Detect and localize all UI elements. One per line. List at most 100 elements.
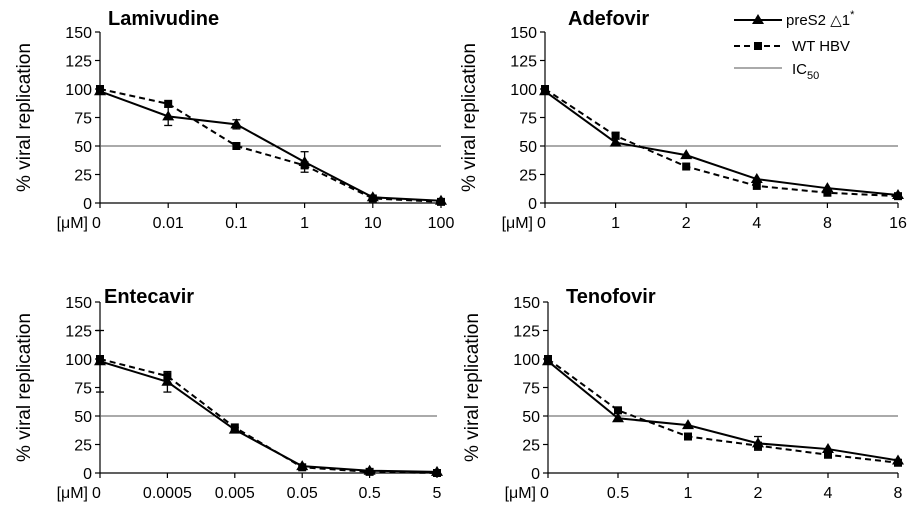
x-tick-label: 5 <box>433 485 442 502</box>
legend-square-marker <box>754 42 762 50</box>
data-point-triangle <box>750 173 763 184</box>
y-tick-label: 75 <box>519 111 537 128</box>
chart-panel-tenofovir: Tenofovir% viral replication025507510012… <box>462 286 904 502</box>
series-line-pres2 <box>99 90 442 202</box>
x-tick-label: 8 <box>894 485 903 502</box>
x-tick-label: 1 <box>300 215 309 232</box>
x-tick-label: 0.1 <box>225 215 247 232</box>
chart-panel-lamivudine: Lamivudine% viral replication02550751001… <box>14 8 454 232</box>
legend-label-pres2: preS2 △1* <box>786 9 855 29</box>
y-tick-label: 75 <box>522 381 540 398</box>
data-point-square <box>894 458 902 467</box>
y-axis-label: % viral replication <box>459 43 480 192</box>
y-tick-label: 100 <box>65 352 92 369</box>
data-point-square <box>611 131 620 140</box>
y-tick-label: 125 <box>510 54 537 71</box>
x-tick-label: 0.05 <box>287 485 318 502</box>
data-point-triangle <box>680 149 693 160</box>
x-tick-label: 0 <box>92 485 101 502</box>
data-point-square <box>368 194 377 203</box>
x-unit-label: [μM] <box>502 215 533 232</box>
x-tick-label: 8 <box>823 215 832 232</box>
data-point-square <box>300 161 309 170</box>
x-tick-label: 1 <box>684 485 693 502</box>
data-point-triangle <box>822 443 834 454</box>
data-point-square <box>96 85 104 93</box>
data-point-square <box>752 181 761 190</box>
y-tick-label: 125 <box>65 54 92 71</box>
data-point-square <box>614 406 622 415</box>
series-line-pres2 <box>99 360 438 473</box>
y-tick-label: 25 <box>519 168 537 185</box>
x-unit-label: [μM] <box>505 485 536 502</box>
y-tick-label: 50 <box>74 139 92 156</box>
x-tick-label: 0.0005 <box>143 485 192 502</box>
y-tick-label: 25 <box>74 168 92 185</box>
series-line-pres2 <box>547 360 899 462</box>
data-point-square <box>164 99 173 108</box>
series-line-wt-hbv <box>547 358 899 464</box>
data-point-square <box>232 142 241 150</box>
x-tick-label: 2 <box>682 215 691 232</box>
series-line-wt-hbv <box>99 88 442 203</box>
x-unit-label: [μM] <box>57 485 88 502</box>
x-tick-label: 0.005 <box>215 485 255 502</box>
y-tick-label: 75 <box>74 111 92 128</box>
data-point-triangle <box>161 375 174 386</box>
x-tick-label: 100 <box>428 215 455 232</box>
y-tick-label: 150 <box>65 25 92 42</box>
y-axis-label: % viral replication <box>14 313 35 462</box>
x-unit-label: [μM] <box>57 215 88 232</box>
data-point-square <box>684 432 692 441</box>
x-tick-label: 0.5 <box>607 485 629 502</box>
y-tick-label: 125 <box>65 324 92 341</box>
legend: preS2 △1* WT HBV IC50 <box>734 9 855 82</box>
legend-label-pres2-sup: * <box>850 9 855 21</box>
y-tick-label: 0 <box>528 196 537 213</box>
data-point-square <box>163 372 172 381</box>
x-tick-label: 0.5 <box>358 485 380 502</box>
y-tick-label: 100 <box>510 82 537 99</box>
y-tick-label: 150 <box>513 295 540 312</box>
y-tick-label: 25 <box>74 438 92 455</box>
x-tick-label: 4 <box>752 215 761 232</box>
x-tick-label: 16 <box>889 215 907 232</box>
y-tick-label: 100 <box>65 82 92 99</box>
data-point-square <box>541 85 549 93</box>
data-point-square <box>365 467 374 476</box>
data-point-square <box>824 450 832 459</box>
y-tick-label: 150 <box>65 295 92 312</box>
chart-title: Adefovir <box>568 8 649 30</box>
legend-label-ic50: IC50 <box>792 61 819 82</box>
data-point-square <box>823 188 832 197</box>
x-tick-label: 0 <box>540 485 549 502</box>
y-tick-label: 0 <box>83 196 92 213</box>
x-tick-label: 4 <box>824 485 833 502</box>
series-line-pres2 <box>544 90 899 197</box>
y-tick-label: 125 <box>513 324 540 341</box>
data-point-square <box>682 162 691 171</box>
legend-label-ic50-sub: 50 <box>807 70 819 82</box>
chart-title: Lamivudine <box>108 8 219 30</box>
y-tick-label: 75 <box>74 381 92 398</box>
data-point-triangle <box>162 110 175 121</box>
data-point-triangle <box>230 118 243 129</box>
data-point-square <box>96 355 104 363</box>
chart-title: Entecavir <box>104 286 194 308</box>
y-tick-label: 150 <box>510 25 537 42</box>
legend-label-ic50-text: IC <box>792 61 807 78</box>
x-tick-label: 1 <box>611 215 620 232</box>
data-point-square <box>754 441 762 450</box>
data-point-square <box>298 463 307 472</box>
data-point-square <box>230 423 239 432</box>
data-point-square <box>437 197 445 206</box>
y-axis-label: % viral replication <box>462 313 483 462</box>
y-tick-label: 0 <box>531 466 540 483</box>
series-line-wt-hbv <box>99 358 438 474</box>
data-point-triangle <box>609 136 622 147</box>
y-tick-label: 100 <box>513 352 540 369</box>
data-point-triangle <box>682 419 694 430</box>
data-point-triangle <box>612 412 624 423</box>
chart-panel-entecavir: Entecavir% viral replication025507510012… <box>14 286 443 502</box>
